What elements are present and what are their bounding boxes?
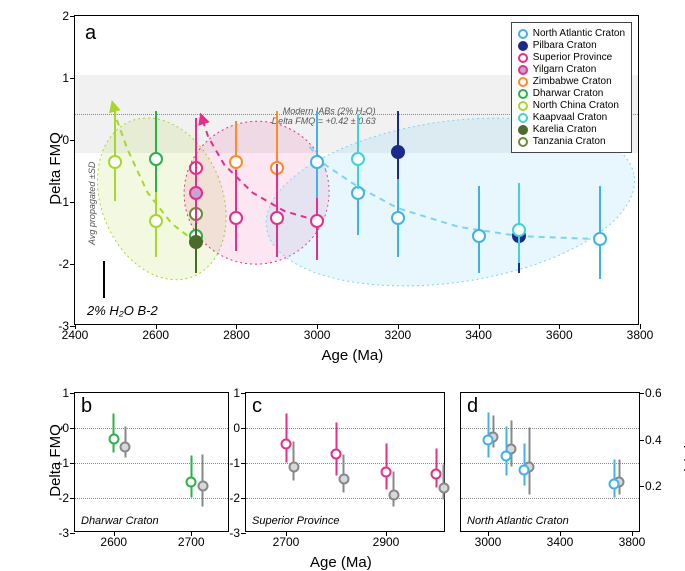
data-point — [189, 186, 203, 200]
legend-row: Superior Province — [518, 52, 625, 63]
data-point — [229, 211, 243, 225]
panel-d-plot: d 3000340038000.20.40.6North Atlantic Cr… — [460, 392, 640, 532]
tick-label: 0.6 — [645, 386, 662, 400]
legend-row: Kaapvaal Craton — [518, 112, 625, 123]
data-point — [310, 214, 324, 228]
tick-label: 2 — [62, 9, 69, 23]
tick-label: -2 — [229, 491, 240, 505]
tick-label: 1 — [62, 71, 69, 85]
tick-label: 2800 — [223, 328, 250, 342]
data-point — [483, 435, 494, 446]
shade-annotation: Modern IABs (2% H₂O)Delta FMQ = +0.42 ± … — [272, 106, 376, 126]
tick-label: -3 — [58, 526, 69, 540]
tick-label: -3 — [229, 526, 240, 540]
panel-a-letter: a — [85, 22, 96, 45]
data-point — [197, 480, 208, 491]
panel-title: Dharwar Craton — [81, 515, 159, 527]
data-point — [351, 152, 365, 166]
tick-label: 1 — [62, 386, 69, 400]
panel-c-plot: c 27002900-3-2-101Superior Province — [245, 392, 445, 532]
data-point — [229, 155, 243, 169]
panel-b-letter: b — [81, 395, 92, 418]
legend: North Atlantic CratonPilbara CratonSuper… — [511, 22, 632, 153]
panel-c-xlabel: Age (Ma) — [310, 554, 372, 571]
data-point — [288, 461, 299, 472]
legend-row: Tanzania Craton — [518, 136, 625, 147]
tick-label: -1 — [229, 456, 240, 470]
data-point — [108, 433, 119, 444]
panel-b-plot: b 26002700-3-2-101Dharwar Craton — [74, 392, 229, 532]
data-point — [331, 449, 342, 460]
data-point — [381, 466, 392, 477]
legend-row: North China Craton — [518, 100, 625, 111]
data-point — [501, 451, 512, 462]
tick-label: 2600 — [142, 328, 169, 342]
tick-label: 3800 — [627, 328, 654, 342]
data-point — [391, 211, 405, 225]
panel-d-letter: d — [467, 395, 478, 418]
legend-row: Karelia Craton — [518, 124, 625, 135]
tick-label: -2 — [58, 257, 69, 271]
panel-a-plot: a North Atlantic CratonPilbara CratonSup… — [74, 15, 639, 325]
panel-c-letter: c — [252, 395, 262, 418]
data-point — [388, 489, 399, 500]
legend-row: Zimbabwe Craton — [518, 76, 625, 87]
tick-label: 0.2 — [645, 479, 662, 493]
tick-label: 1 — [233, 386, 240, 400]
tick-label: 2900 — [373, 535, 400, 549]
tick-label: 2600 — [100, 535, 127, 549]
tick-label: 3400 — [547, 535, 574, 549]
tick-label: 2700 — [178, 535, 205, 549]
tick-label: 3400 — [465, 328, 492, 342]
data-point — [149, 152, 163, 166]
data-point — [609, 479, 620, 490]
legend-row: Dharwar Craton — [518, 88, 625, 99]
tick-label: 0.4 — [645, 433, 662, 447]
legend-row: Yilgarn Craton — [518, 64, 625, 75]
data-point — [270, 211, 284, 225]
panel-title: North Atlantic Craton — [467, 515, 569, 527]
data-point — [108, 155, 122, 169]
data-point — [338, 473, 349, 484]
data-point — [120, 442, 131, 453]
data-point — [431, 468, 442, 479]
data-point — [519, 465, 530, 476]
data-point — [593, 232, 607, 246]
data-point — [512, 223, 526, 237]
data-point — [186, 477, 197, 488]
panel-b-ylabel: Delta FMQ — [47, 424, 64, 497]
tick-label: 3000 — [475, 535, 502, 549]
data-point — [438, 482, 449, 493]
tick-label: 3000 — [304, 328, 331, 342]
tick-label: 3800 — [619, 535, 646, 549]
data-point — [391, 145, 405, 159]
legend-row: North Atlantic Craton — [518, 28, 625, 39]
tick-label: 0 — [233, 421, 240, 435]
tick-label: 3600 — [546, 328, 573, 342]
sd-label: Avg propagated ±SD — [87, 162, 97, 245]
data-point — [189, 235, 203, 249]
tick-label: 3200 — [384, 328, 411, 342]
tick-label: 2700 — [273, 535, 300, 549]
tick-label: -3 — [58, 319, 69, 333]
data-point — [149, 214, 163, 228]
data-point — [281, 438, 292, 449]
legend-row: Pilbara Craton — [518, 40, 625, 51]
data-point — [310, 155, 324, 169]
panel-a-xlabel: Age (Ma) — [322, 347, 384, 364]
bottom-annotation: 2% H₂O B-2 — [87, 303, 158, 318]
panel-a-ylabel: Delta FMQ — [47, 132, 64, 205]
data-point — [472, 229, 486, 243]
panel-title: Superior Province — [252, 515, 339, 527]
